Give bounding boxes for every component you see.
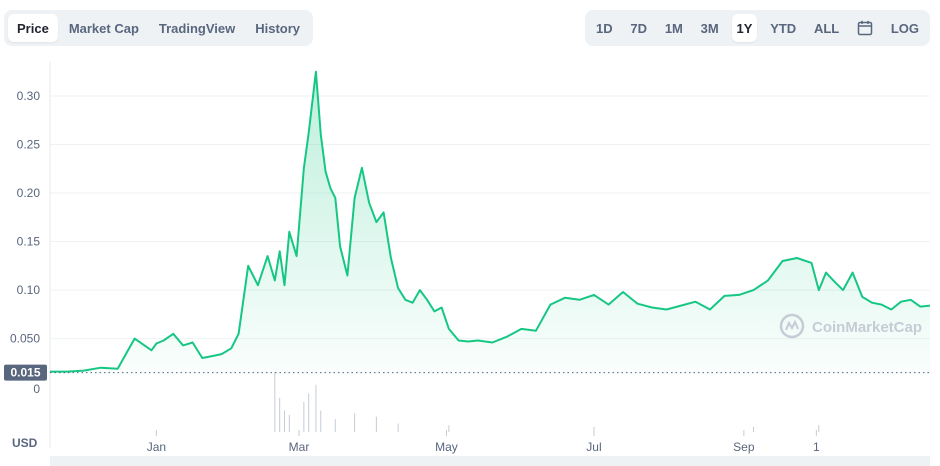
x-tick-label: Mar xyxy=(289,440,310,454)
y-tick-label: 0.25 xyxy=(17,137,41,151)
x-tick-label: May xyxy=(435,440,458,454)
tab-history[interactable]: History xyxy=(255,20,301,36)
current-price-badge: 0.015 xyxy=(4,364,47,381)
volume-bar xyxy=(308,393,310,432)
volume-bar xyxy=(375,416,377,432)
current-price-label: 0.015 xyxy=(10,366,40,380)
currency-label: USD xyxy=(12,436,38,450)
x-tick-label: Jan xyxy=(147,440,166,454)
range-tabs: 1D 7D 1M 3M 1Y YTD ALL LOG xyxy=(585,10,930,46)
volume-bar xyxy=(315,384,317,432)
y-tick-label: 0.30 xyxy=(17,89,41,103)
y-axis: 0.050 0.10 0.15 0.20 0.25 0.30 xyxy=(10,89,40,346)
range-ytd[interactable]: YTD xyxy=(770,20,797,36)
volume-bar xyxy=(818,425,820,432)
range-1y[interactable]: 1Y xyxy=(731,14,758,42)
x-axis: Jan Mar May Jul Sep 1 xyxy=(147,430,820,454)
view-tabs: Price Market Cap TradingView History xyxy=(4,10,314,46)
volume-bar xyxy=(753,426,755,432)
volume-bar xyxy=(320,410,322,432)
volume-bar xyxy=(288,414,290,432)
range-navigator[interactable] xyxy=(50,456,930,466)
x-tick-label: 1 xyxy=(813,440,820,454)
price-area xyxy=(50,71,930,375)
volume-bar xyxy=(593,426,595,432)
range-7d[interactable]: 7D xyxy=(630,20,648,36)
y-tick-label: 0.15 xyxy=(17,235,41,249)
range-1d[interactable]: 1D xyxy=(596,20,613,36)
coinmarketcap-logo-icon xyxy=(779,313,805,339)
tab-price[interactable]: Price xyxy=(8,14,58,42)
range-3m[interactable]: 3M xyxy=(700,20,719,36)
volume-bar xyxy=(279,397,281,432)
log-scale-toggle[interactable]: LOG xyxy=(890,20,919,36)
range-all[interactable]: ALL xyxy=(813,20,840,36)
volume-bar xyxy=(448,425,450,432)
y-tick-label: 0.050 xyxy=(10,332,40,346)
volume-bar xyxy=(397,423,399,432)
watermark: CoinMarketCap xyxy=(779,313,922,339)
volume-bar xyxy=(284,410,286,432)
tab-tradingview[interactable]: TradingView xyxy=(158,20,236,36)
volume-bar xyxy=(334,419,336,432)
x-tick-label: Jul xyxy=(586,440,601,454)
y-tick-label: 0.10 xyxy=(17,283,41,297)
volume-axis-zero: 0 xyxy=(33,382,40,396)
range-1m[interactable]: 1M xyxy=(664,20,683,36)
price-line xyxy=(50,70,931,373)
tab-market-cap[interactable]: Market Cap xyxy=(68,20,139,36)
volume-bar xyxy=(303,402,305,432)
volume-bar xyxy=(354,413,356,432)
x-tick-label: Sep xyxy=(733,440,755,454)
volume-bars xyxy=(274,372,820,432)
calendar-icon-glyph xyxy=(857,20,873,36)
watermark-text: CoinMarketCap xyxy=(812,319,922,336)
volume-bar xyxy=(274,372,276,432)
y-tick-label: 0.20 xyxy=(17,186,41,200)
calendar-icon[interactable] xyxy=(852,14,878,42)
